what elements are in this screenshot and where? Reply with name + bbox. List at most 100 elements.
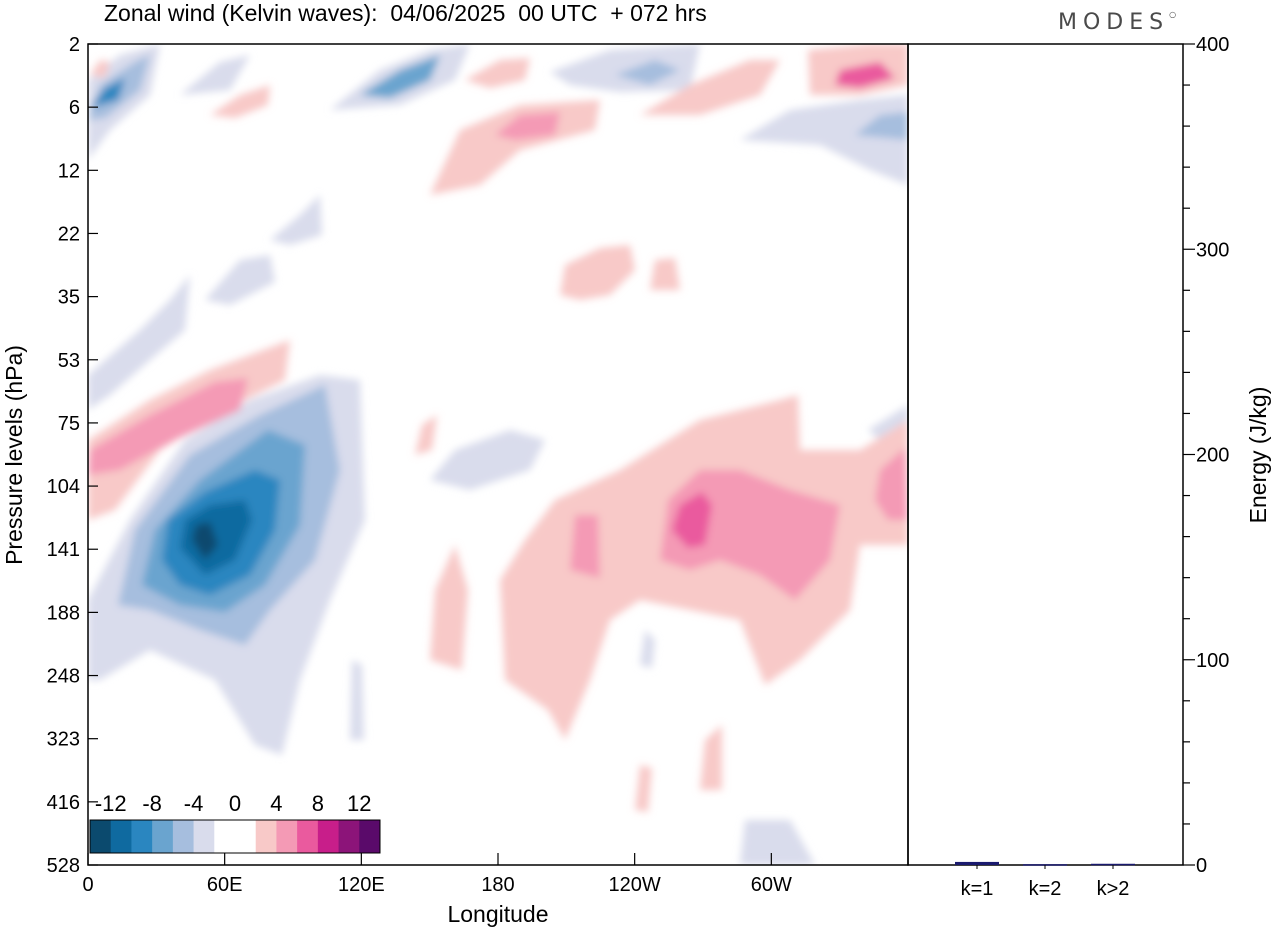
wind-contours — [88, 44, 908, 865]
y-tick-label: 53 — [58, 350, 80, 372]
contour-neg-band — [180, 55, 250, 95]
colorbar-swatch — [110, 820, 132, 853]
x-axis-label: Longitude — [447, 901, 548, 927]
contour-pos-band — [875, 448, 908, 520]
x-tick-label: 60W — [751, 874, 792, 896]
y-tick-label: 141 — [47, 539, 80, 561]
y-tick-label: 188 — [47, 602, 80, 624]
colorbar-swatch — [131, 820, 153, 853]
y-tick-label: 104 — [47, 476, 80, 498]
contour-neg-band — [550, 44, 700, 92]
colorbar-swatch — [297, 820, 319, 853]
x-tick-label: 120W — [609, 874, 661, 896]
contour-pos-band — [650, 258, 680, 290]
hovmoller-panel: 0 60E 120E 180 120W 60W 2 6 12 22 35 53 75 104 141 188… — [1, 34, 909, 927]
contour-neg-band — [640, 630, 655, 668]
y-tick-label: 416 — [47, 792, 80, 814]
colorbar: -12 -8 -4 0 4 8 12 — [89, 791, 381, 854]
contour-neg-band — [350, 660, 364, 740]
y-tick-label: 2 — [69, 34, 80, 56]
contour-neg-band — [88, 275, 190, 410]
colorbar-swatch — [235, 820, 257, 853]
energy-bar — [1023, 864, 1067, 866]
colorbar-swatch — [338, 820, 360, 853]
contour-pos-band — [570, 515, 600, 578]
energy-tick-label: 300 — [1196, 239, 1229, 261]
energy-bar — [1091, 863, 1135, 866]
energy-y-axis: 0 100 200 300 400 — [1183, 34, 1229, 877]
energy-tick-label: 400 — [1196, 34, 1229, 56]
contour-pos-band — [465, 58, 530, 88]
x-tick-label: 180 — [481, 874, 514, 896]
contour-neg-band — [192, 522, 218, 560]
colorbar-label: -12 — [95, 791, 127, 816]
chart-title: Zonal wind (Kelvin waves): 04/06/2025 00… — [104, 0, 707, 26]
contour-pos-band — [88, 378, 248, 475]
y-tick-label: 323 — [47, 729, 80, 751]
colorbar-swatch — [90, 820, 112, 853]
contour-neg-band — [740, 95, 908, 185]
contour-pos-band — [640, 60, 780, 115]
y-tick-label: 35 — [58, 287, 80, 309]
contour-neg-band — [270, 195, 322, 245]
contour-pos-band — [560, 245, 635, 300]
x-axis: 0 60E 120E 180 120W 60W — [82, 853, 792, 896]
colorbar-swatch — [317, 820, 340, 853]
colorbar-swatch — [152, 820, 174, 853]
energy-tick-label: 100 — [1196, 650, 1229, 672]
x-tick-label: 0 — [82, 874, 93, 896]
contour-pos-band — [672, 492, 712, 548]
y-axis-label: Pressure levels (hPa) — [1, 345, 27, 565]
y-tick-label: 528 — [47, 855, 80, 877]
x-tick-label: 120E — [338, 874, 385, 896]
contour-pos-band — [635, 765, 652, 812]
colorbar-swatch — [214, 820, 236, 853]
brand-text: MODES — [1058, 10, 1170, 35]
contour-pos-band — [495, 112, 560, 140]
colorbar-label: 0 — [229, 791, 241, 816]
contour-pos-band — [430, 100, 600, 195]
contour-pos-band — [210, 85, 270, 118]
colorbar-label: -8 — [142, 791, 162, 816]
energy-axis-label: Energy (J/kg) — [1245, 387, 1271, 524]
contour-pos-band — [835, 62, 895, 88]
contour-neg-band — [360, 55, 440, 98]
contour-pos-band — [700, 725, 722, 790]
colorbar-label: 4 — [270, 791, 282, 816]
colorbar-swatch — [193, 820, 215, 853]
colorbar-label: -4 — [184, 791, 204, 816]
energy-frame — [907, 43, 1184, 866]
contour-neg-band — [205, 255, 275, 305]
colorbar-swatch — [359, 820, 381, 853]
energy-bar — [955, 861, 999, 865]
contour-neg-band — [740, 820, 815, 865]
contour-pos-band — [500, 395, 908, 740]
y-tick-label: 75 — [58, 413, 80, 435]
brand-logo: MODES○ — [1058, 9, 1177, 35]
colorbar-swatch — [255, 820, 277, 853]
energy-category-label: k=2 — [1029, 878, 1062, 900]
contour-neg-band — [615, 60, 680, 85]
contour-neg-band — [180, 500, 252, 575]
y-tick-label: 248 — [47, 666, 80, 688]
colorbar-label: 8 — [312, 791, 324, 816]
colorbar-frame — [89, 819, 381, 854]
contour-neg-band — [90, 78, 125, 108]
energy-tick-label: 200 — [1196, 445, 1229, 467]
colorbar-label: 12 — [347, 791, 371, 816]
contour-pos-band — [90, 60, 110, 78]
energy-bars: k=1 k=2 k>2 — [955, 861, 1135, 900]
energy-panel: 0 100 200 300 400 k=1 k=2 k>2 Energy (J/kg) — [907, 34, 1271, 900]
contour-neg-band — [430, 430, 545, 490]
energy-category-label: k>2 — [1097, 878, 1130, 900]
contour-pos-band — [415, 415, 437, 455]
y-tick-label: 6 — [69, 97, 80, 119]
y-axis: 2 6 12 22 35 53 75 104 141 188 248 323 416 528 — [47, 34, 98, 877]
energy-tick-label: 0 — [1196, 855, 1207, 877]
colorbar-swatch — [276, 820, 298, 853]
energy-category-label: k=1 — [961, 878, 994, 900]
colorbar-swatch — [172, 820, 195, 853]
y-tick-label: 22 — [58, 223, 80, 245]
y-tick-label: 12 — [58, 160, 80, 182]
